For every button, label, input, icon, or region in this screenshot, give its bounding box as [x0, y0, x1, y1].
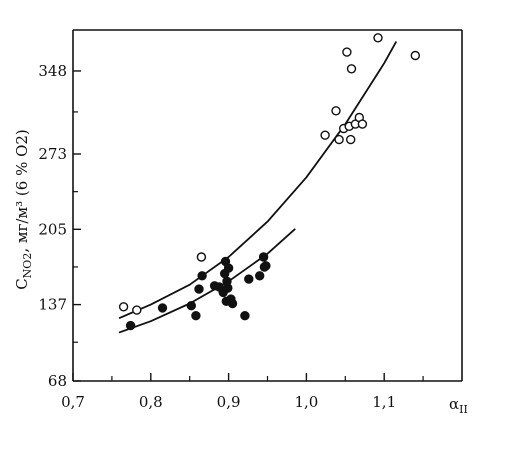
filled-data-point	[125, 320, 136, 331]
fit-curve-1	[118, 41, 397, 319]
filled-data-point	[255, 271, 265, 281]
fit-curves	[118, 41, 397, 334]
x-tick-label: 0,7	[61, 393, 85, 411]
y-tick-label: 273	[38, 145, 67, 163]
filled-data-point	[157, 303, 168, 313]
x-axis-title: αII	[449, 395, 468, 416]
filled-data-point	[223, 263, 234, 273]
filled-data-point	[227, 298, 238, 309]
axes	[72, 29, 463, 382]
open-data-point	[132, 305, 142, 315]
y-tick-label: 68	[48, 372, 67, 390]
open-data-point	[118, 302, 129, 312]
filled-data-point	[223, 283, 233, 293]
y-tick-label: 205	[38, 220, 67, 238]
open-data-point	[410, 50, 420, 61]
filled-data-point	[191, 311, 201, 321]
open-data-point	[320, 130, 330, 140]
open-data-point	[373, 33, 383, 43]
open-data-point	[331, 106, 341, 116]
filled-data-point	[194, 284, 204, 294]
open-data-point	[334, 134, 344, 145]
y-tick-label: 137	[38, 296, 67, 314]
filled-data-point	[244, 274, 254, 284]
fit-curve-2	[118, 228, 296, 334]
filled-data-point	[258, 252, 269, 262]
filled-data-point	[186, 301, 197, 311]
open-data-point	[342, 47, 352, 57]
axis-labels: 0,7 0,8 0,9 1,0 1,1 68 137 205 273 348 αII CNO2, мг…	[13, 62, 468, 416]
filled-data-point	[261, 261, 271, 271]
x-tick-label: 0,9	[217, 393, 241, 411]
y-tick-label: 348	[38, 62, 67, 80]
filled-data-point	[240, 311, 250, 321]
x-tick-label: 1,0	[294, 393, 318, 411]
open-data-point	[357, 119, 368, 129]
open-data-point	[196, 252, 207, 262]
y-axis-title: CNO2, мг/м³ (6 % O2)	[13, 129, 34, 290]
data-points	[118, 33, 420, 331]
x-tick-label: 0,8	[139, 393, 163, 411]
filled-data-point	[197, 271, 207, 281]
open-data-point	[346, 64, 357, 74]
open-data-point	[346, 134, 356, 145]
x-tick-label: 1,1	[372, 393, 396, 411]
